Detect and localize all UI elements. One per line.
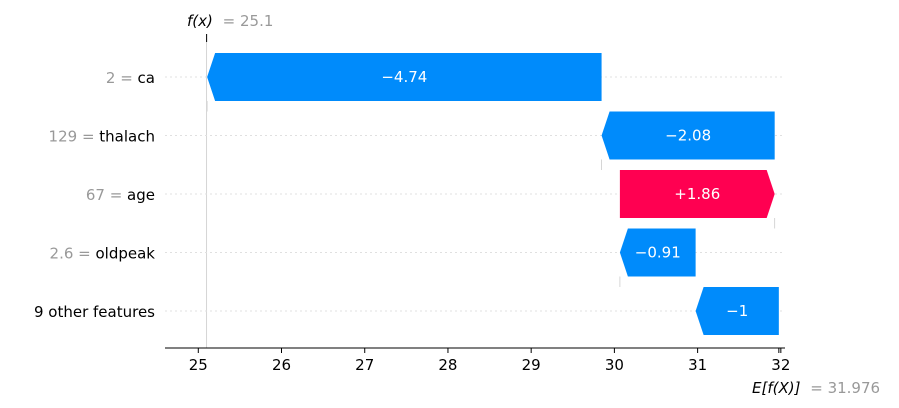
feature-label: 9 other features — [34, 303, 155, 321]
fx-value: = 25.1 — [223, 12, 274, 30]
feature-label: 2.6 = oldpeak — [50, 245, 156, 263]
feature-name: 9 other features — [34, 303, 155, 321]
x-tick-label: 30 — [605, 356, 624, 374]
bar-thalach — [601, 111, 775, 160]
feature-name: thalach — [99, 128, 155, 146]
feature-name: oldpeak — [96, 245, 156, 263]
x-tick-label: 27 — [355, 356, 374, 374]
feature-label: 129 = thalach — [49, 128, 155, 146]
feature-name: ca — [138, 69, 155, 87]
base-label: E[f(X)] — [752, 379, 801, 397]
x-tick-label: 31 — [688, 356, 707, 374]
x-tick-label: 25 — [189, 356, 208, 374]
feature-value: 129 = — [49, 128, 100, 146]
bar-ca — [207, 53, 602, 101]
fx-label: f(x) — [187, 12, 213, 30]
bar-value-label: −4.74 — [381, 68, 427, 86]
x-tick-label: 32 — [771, 356, 790, 374]
bar-value-label: +1.86 — [674, 185, 720, 203]
fx-annotation: f(x) = 25.1 — [187, 12, 273, 30]
base-annotation: E[f(X)] = 31.976 — [752, 379, 880, 397]
labels-layer: −4.74 2 = ca −2.08 129 = thalach +1.86 67 = a… — [34, 68, 748, 321]
bar-value-label: −0.91 — [635, 244, 681, 262]
feature-name: age — [127, 186, 155, 204]
bar-value-label: −1 — [726, 302, 748, 320]
x-tick-label: 28 — [438, 356, 457, 374]
feature-value: 2 = — [106, 69, 138, 87]
feature-value: 2.6 = — [50, 245, 96, 263]
x-axis: 25 26 27 28 29 30 31 32 — [165, 347, 790, 374]
feature-value: 67 = — [86, 186, 127, 204]
bars-layer — [207, 53, 779, 335]
bar-9-other-features — [695, 287, 779, 335]
base-value: = 31.976 — [810, 379, 880, 397]
x-tick-label: 29 — [522, 356, 541, 374]
bar-oldpeak — [619, 228, 696, 277]
bar-value-label: −2.08 — [665, 127, 711, 145]
feature-label: 67 = age — [86, 186, 155, 204]
x-tick-label: 26 — [272, 356, 291, 374]
feature-label: 2 = ca — [106, 69, 155, 87]
bar-age — [619, 170, 775, 218]
